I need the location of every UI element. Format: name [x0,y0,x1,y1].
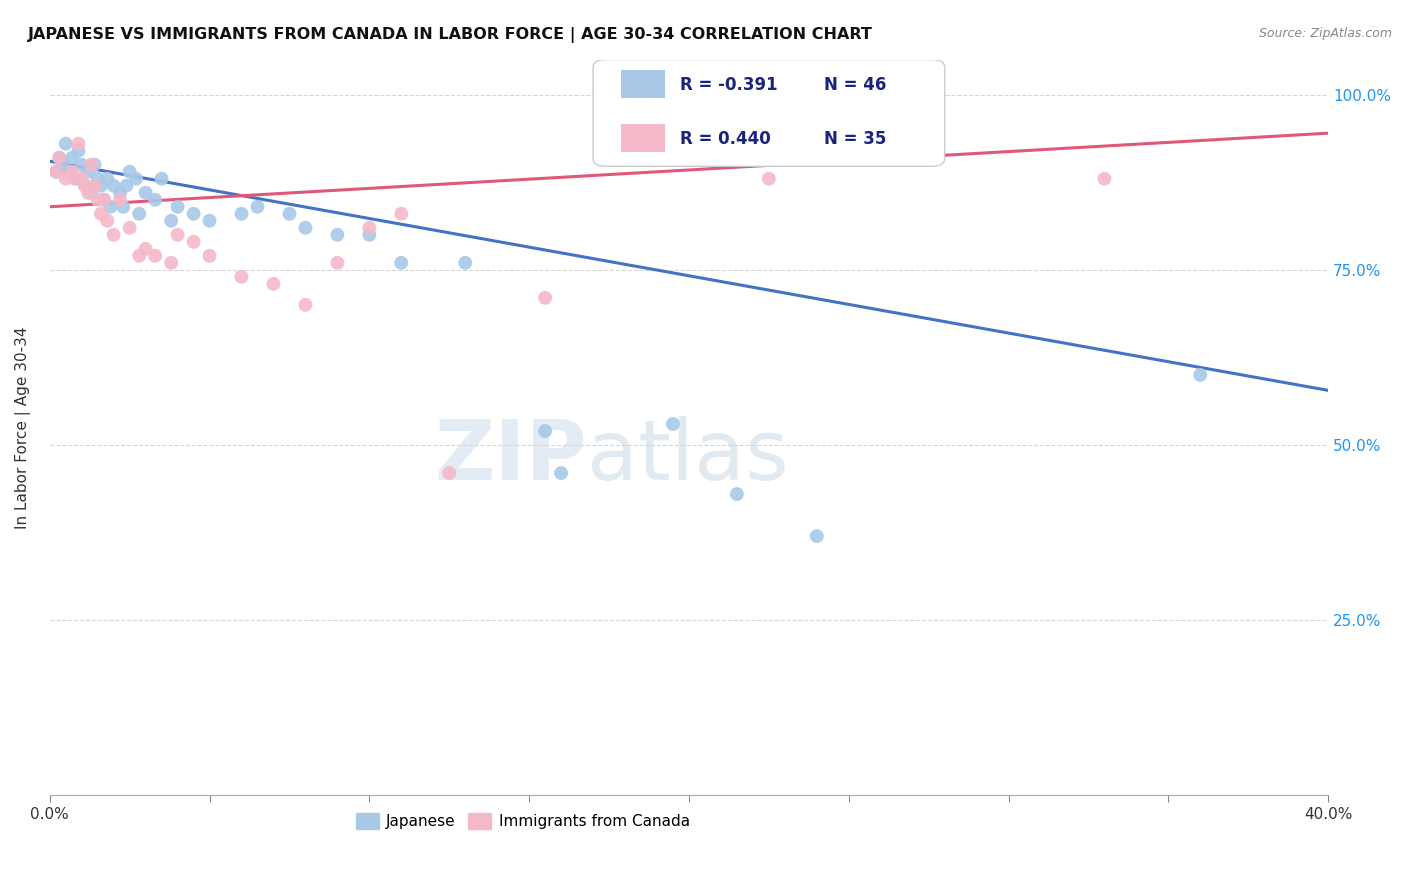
Point [662,417,685,431]
Point [389,207,412,221]
Point [86,193,108,207]
Point [326,256,349,270]
Point [103,178,125,193]
Point [73,178,96,193]
Point [55,136,77,151]
Text: N = 35: N = 35 [824,130,887,148]
Point [198,214,221,228]
Text: R = 0.440: R = 0.440 [681,130,770,148]
Point [198,249,221,263]
Point [359,220,381,235]
Point [55,171,77,186]
Point [67,136,90,151]
Point [326,227,349,242]
FancyBboxPatch shape [621,70,665,98]
FancyBboxPatch shape [593,60,945,166]
Point [534,424,557,438]
Text: N = 46: N = 46 [824,77,887,95]
Point [90,178,112,193]
Point [246,200,269,214]
Point [108,186,131,200]
Text: JAPANESE VS IMMIGRANTS FROM CANADA IN LABOR FORCE | AGE 30-34 CORRELATION CHART: JAPANESE VS IMMIGRANTS FROM CANADA IN LA… [28,27,873,43]
Point [294,298,316,312]
Text: atlas: atlas [586,417,789,498]
Point [103,227,125,242]
Text: Source: ZipAtlas.com: Source: ZipAtlas.com [1258,27,1392,40]
Point [48,151,70,165]
Point [143,193,166,207]
Point [128,249,150,263]
Point [70,158,93,172]
Point [45,165,67,179]
Point [112,200,135,214]
Point [73,178,96,193]
Legend: Japanese, Immigrants from Canada: Japanese, Immigrants from Canada [350,807,696,836]
Point [439,466,461,480]
Point [80,158,103,172]
Point [83,178,105,193]
Point [160,256,183,270]
Point [125,171,148,186]
Point [115,178,138,193]
Point [86,171,108,186]
Point [100,200,122,214]
Point [294,220,316,235]
Point [806,529,828,543]
Point [67,144,90,158]
Point [758,171,780,186]
Point [80,186,103,200]
Point [77,186,100,200]
Point [166,227,188,242]
Point [550,466,572,480]
Text: R = -0.391: R = -0.391 [681,77,778,95]
Point [90,207,112,221]
Point [65,171,87,186]
Point [93,193,115,207]
Point [70,171,93,186]
Point [118,165,141,179]
Point [77,165,100,179]
Point [65,171,87,186]
Point [83,158,105,172]
Point [183,207,205,221]
Point [359,227,381,242]
Point [534,291,557,305]
Point [118,220,141,235]
Point [143,249,166,263]
Point [231,269,253,284]
Point [48,151,70,165]
Point [278,207,301,221]
Point [135,242,157,256]
Point [725,487,748,501]
Point [51,158,73,172]
Point [135,186,157,200]
Point [231,207,253,221]
Point [60,151,83,165]
Point [166,200,188,214]
Point [263,277,285,291]
Text: ZIP: ZIP [434,417,586,498]
Y-axis label: In Labor Force | Age 30-34: In Labor Force | Age 30-34 [15,326,31,529]
Point [96,171,118,186]
Point [58,165,80,179]
Point [93,193,115,207]
Point [1094,171,1116,186]
Point [183,235,205,249]
Point [128,207,150,221]
FancyBboxPatch shape [621,124,665,152]
Point [60,165,83,179]
Point [1189,368,1212,382]
Point [389,256,412,270]
Point [45,165,67,179]
Point [108,193,131,207]
Point [150,171,173,186]
Point [454,256,477,270]
Point [160,214,183,228]
Point [96,214,118,228]
